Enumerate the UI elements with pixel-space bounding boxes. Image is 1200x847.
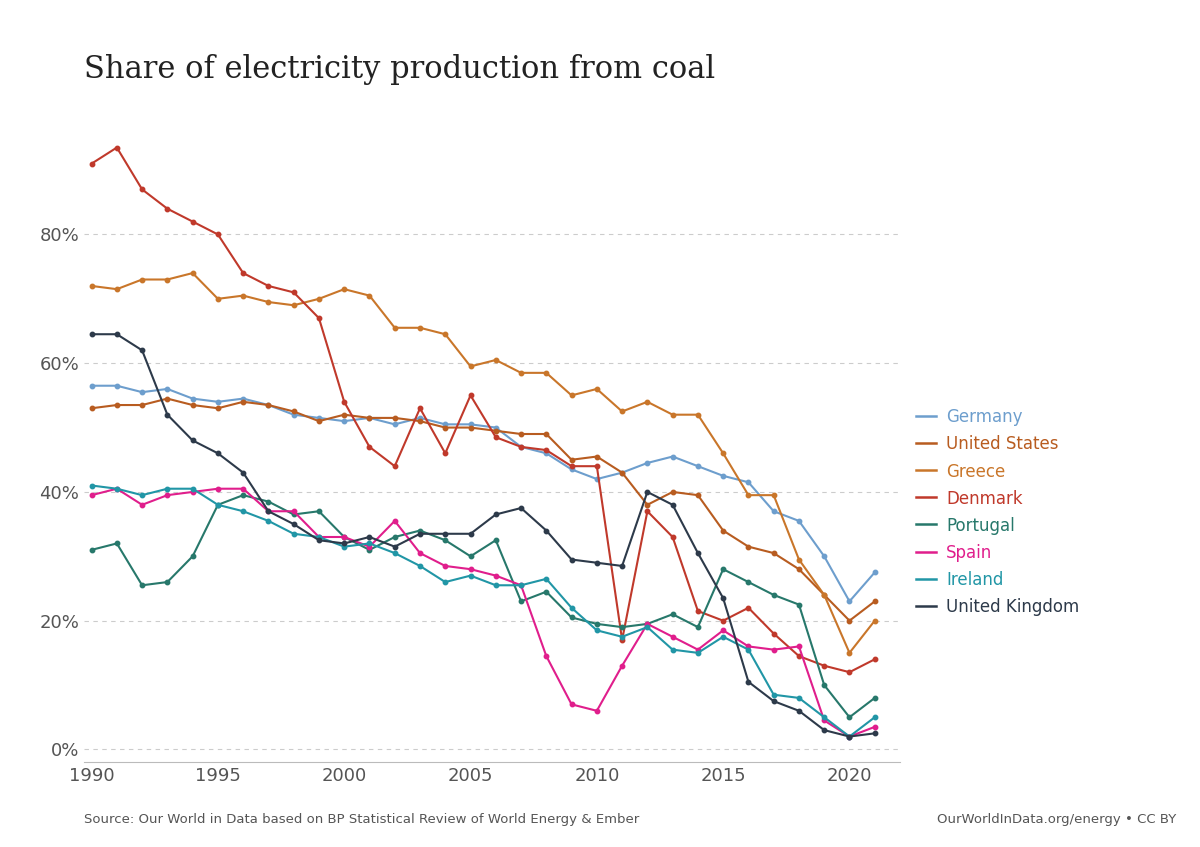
Text: OurWorldInData.org/energy • CC BY: OurWorldInData.org/energy • CC BY: [937, 813, 1176, 826]
Text: Source: Our World in Data based on BP Statistical Review of World Energy & Ember: Source: Our World in Data based on BP St…: [84, 813, 640, 826]
Text: Our World
in Data: Our World in Data: [1054, 36, 1136, 72]
Legend: Germany, United States, Greece, Denmark, Portugal, Spain, Ireland, United Kingdo: Germany, United States, Greece, Denmark,…: [917, 408, 1080, 617]
Text: Share of electricity production from coal: Share of electricity production from coa…: [84, 53, 715, 85]
